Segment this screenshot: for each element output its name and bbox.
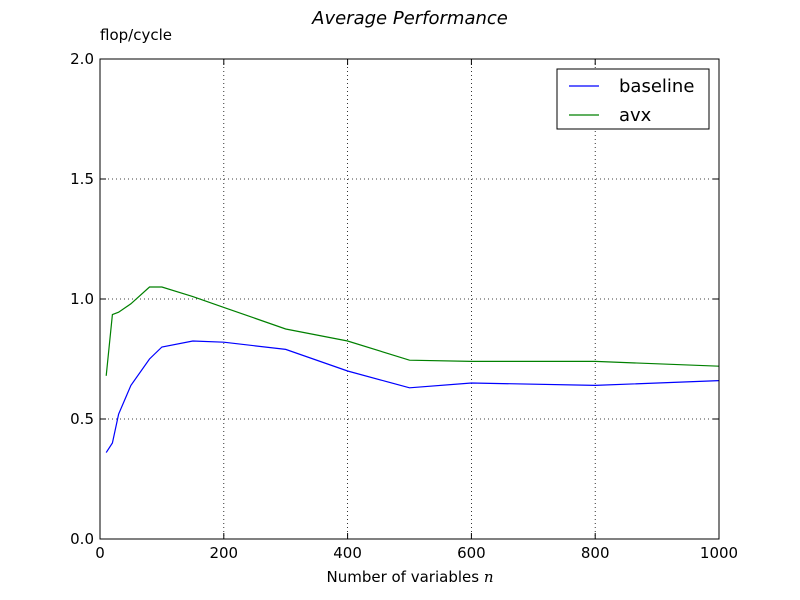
grid-lines — [99, 58, 720, 540]
x-tick-label: 800 — [581, 544, 610, 562]
y-tick-label: 1.5 — [70, 170, 94, 188]
x-axis-label-text: Number of variables — [326, 568, 479, 586]
x-tick-label: 400 — [333, 544, 362, 562]
x-axis-label-variable: n — [484, 568, 494, 586]
series-line-avx — [105, 286, 720, 376]
legend-label-baseline: baseline — [619, 76, 694, 97]
y-tick-label: 0.0 — [70, 530, 94, 548]
series-lines — [105, 286, 720, 453]
y-axis-label: flop/cycle — [100, 26, 172, 44]
y-tick-label: 1.0 — [70, 290, 94, 308]
legend: baseline avx — [556, 68, 710, 130]
y-tick-label: 0.5 — [70, 410, 94, 428]
x-tick-label: 600 — [457, 544, 486, 562]
x-tick-label: 1000 — [700, 544, 738, 562]
x-tick-label: 0 — [95, 544, 105, 562]
series-line-baseline — [105, 340, 720, 453]
x-axis-label: Number of variables n — [326, 568, 493, 586]
x-tick-label: 200 — [209, 544, 238, 562]
chart-title: Average Performance — [311, 8, 508, 29]
legend-label-avx: avx — [619, 105, 652, 126]
legend-box — [556, 68, 710, 130]
axis-ticks: 0 200 400 600 800 1000 0.0 0.5 1.0 1.5 2.0 — [70, 50, 738, 562]
y-tick-label: 2.0 — [70, 50, 94, 68]
